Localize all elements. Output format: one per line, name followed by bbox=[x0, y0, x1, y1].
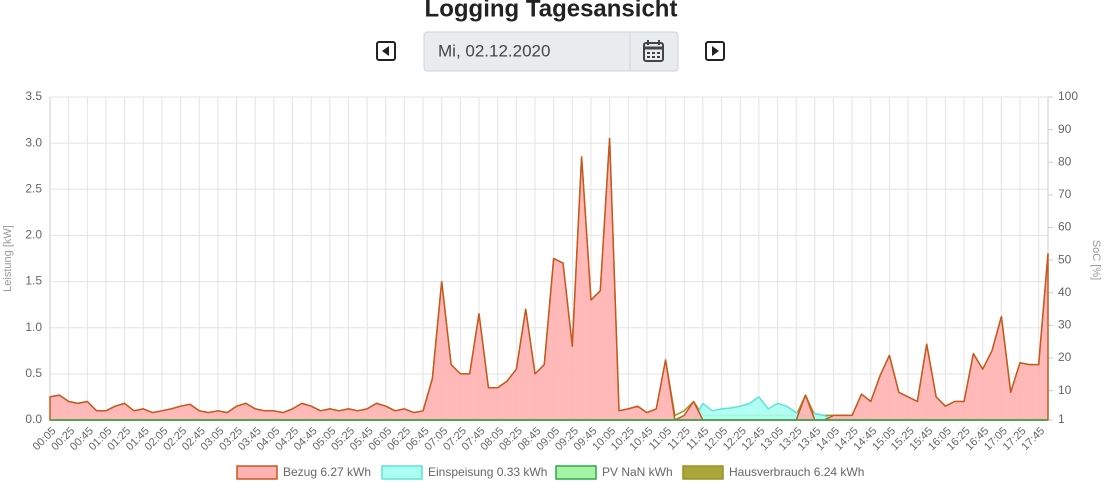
legend-label: Hausverbrauch 6.24 kWh bbox=[729, 465, 864, 479]
y-tick-label: 0.5 bbox=[25, 366, 42, 380]
y2-tick-label: 30 bbox=[1058, 318, 1072, 332]
y2-tick-label: 90 bbox=[1058, 122, 1072, 136]
legend-swatch bbox=[381, 465, 423, 480]
legend-label: Einspeisung 0.33 kWh bbox=[428, 465, 547, 479]
y-tick-label: 2.0 bbox=[25, 228, 42, 242]
series-area bbox=[49, 137, 1049, 421]
calendar-icon[interactable] bbox=[643, 40, 664, 62]
y-tick-label: 0.0 bbox=[25, 412, 42, 426]
y-tick-label: 1.5 bbox=[25, 274, 42, 288]
y-tick-label: 3.0 bbox=[25, 135, 42, 149]
y2-tick-label: 70 bbox=[1058, 187, 1072, 201]
y2-tick-label: 50 bbox=[1058, 252, 1072, 266]
y2-tick-label: 1 bbox=[1058, 412, 1065, 426]
y2-tick-label: 80 bbox=[1058, 154, 1072, 168]
y2-tick-label: 60 bbox=[1058, 220, 1072, 234]
y-axis-label: Leistung [kW] bbox=[2, 225, 14, 292]
y-tick-label: 2.5 bbox=[25, 181, 42, 195]
page-title: Logging Tagesansicht bbox=[425, 0, 678, 22]
legend-swatch bbox=[236, 465, 278, 480]
prev-day-button[interactable] bbox=[376, 41, 396, 61]
legend-label: Bezug 6.27 kWh bbox=[283, 465, 371, 479]
y2-tick-label: 40 bbox=[1058, 285, 1072, 299]
y2-tick-label: 10 bbox=[1058, 383, 1072, 397]
y-tick-label: 1.0 bbox=[25, 320, 42, 334]
chart: 00:0500:2500:4501:0501:2501:4502:0502:25… bbox=[2, 89, 1102, 480]
date-picker[interactable]: Mi, 02.12.2020 bbox=[423, 31, 679, 72]
y2-axis-label: SoC [%] bbox=[1090, 240, 1102, 280]
y2-tick-label: 100 bbox=[1058, 89, 1078, 103]
date-text: Mi, 02.12.2020 bbox=[438, 41, 550, 60]
y2-tick-label: 20 bbox=[1058, 350, 1072, 364]
next-day-button[interactable] bbox=[705, 41, 725, 61]
legend-swatch bbox=[682, 465, 724, 480]
legend-label: PV NaN kWh bbox=[602, 465, 673, 479]
y-tick-label: 3.5 bbox=[25, 89, 42, 103]
legend-swatch bbox=[555, 465, 597, 480]
